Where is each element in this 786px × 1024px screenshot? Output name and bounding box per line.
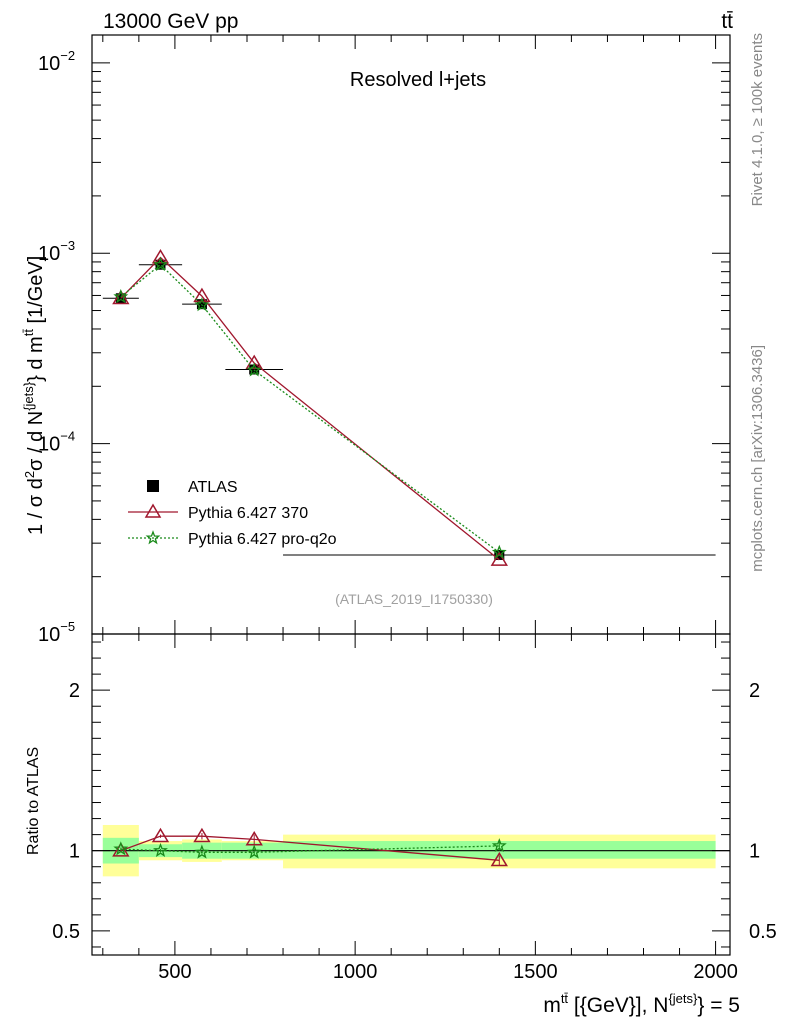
- axis-frames: [91, 34, 731, 956]
- x-tick-label: 1000: [333, 961, 378, 983]
- ratio-pythia-q2o-point-1: [153, 842, 168, 857]
- legend-pythia-q2o-marker: [145, 530, 161, 545]
- main-y-tick-label: 10−2: [38, 48, 75, 75]
- main-y-tick-label: 10−5: [38, 619, 75, 646]
- x-tick-label: 1500: [513, 961, 558, 983]
- energy-label: 13000 GeV pp: [103, 10, 238, 33]
- ratio-y-tick-label: 2: [69, 680, 80, 702]
- legend-atlas-label: ATLAS: [188, 479, 238, 496]
- ratio-y-tick-label-right: 0.5: [749, 921, 777, 943]
- ratio-y-tick-label: 0.5: [52, 921, 80, 943]
- ratio-pythia-q2o-point-2: [194, 844, 210, 859]
- x-axis-title: mtt̄ [{GeV}], N{jets}} = 5: [543, 991, 740, 1017]
- ratio-y-tick-label-right: 2: [749, 680, 760, 702]
- legend-pythia370-marker: [144, 503, 162, 518]
- ratio-pythia-q2o-point-3: [246, 844, 262, 859]
- main-y-tick-label: 10−4: [38, 429, 75, 456]
- pythia370-line: [120, 256, 500, 561]
- uncertainty-bands: [92, 824, 730, 877]
- pythia370-point-2: [193, 287, 211, 303]
- atlas-point-1: [155, 259, 166, 270]
- pythia-q2o-point-3: [246, 362, 262, 377]
- ratio-pythia-q2o-point-0: [113, 841, 129, 856]
- x-tick-label: 2000: [693, 961, 738, 983]
- legend-atlas-marker: [147, 480, 159, 492]
- ratio-pythia370-point-4: [490, 851, 508, 867]
- ratio-pythia370-point-2: [193, 827, 211, 843]
- mcplots-label: mcplots.cern.ch [arXiv:1306.3436]: [749, 345, 766, 572]
- pythia-q2o-point-2: [194, 296, 210, 312]
- x-tick-label: 500: [158, 961, 191, 983]
- data-series: [102, 248, 716, 867]
- process-label: tt̄: [721, 10, 733, 33]
- ratio-panel-frame: [91, 633, 731, 956]
- legend-pythia-q2o-label: Pythia 6.427 pro-q2o: [188, 531, 337, 548]
- ratio-y-tick-label: 1: [69, 841, 80, 863]
- ratio-pythia370-point-1: [151, 827, 170, 843]
- ratio-y-tick-label-right: 1: [749, 841, 760, 863]
- pythia370-point-1: [151, 248, 170, 264]
- ratio-pythia370-point-0: [112, 842, 130, 857]
- ratio-pythia-q2o-point-4: [491, 838, 507, 853]
- pythia370-point-3: [245, 354, 263, 370]
- legend-pythia370-label: Pythia 6.427 370: [188, 505, 308, 522]
- ratio-y-axis-title: Ratio to ATLAS: [25, 747, 42, 855]
- rivet-label: Rivet 4.1.0, ≥ 100k events: [749, 33, 766, 206]
- analysis-id: (ATLAS_2019_I1750330): [335, 591, 493, 607]
- axis-ticks: 500 1000 1500 2000 10−2 10−3 10−4 10−5 0.5 0.5 1 1 2…: [38, 35, 777, 983]
- pythia-q2o-point-0: [113, 288, 129, 304]
- pythia-q2o-line: [120, 263, 500, 554]
- plot-title: Resolved l+jets: [350, 69, 486, 91]
- pythia-q2o-point-1: [153, 256, 168, 272]
- atlas-point-3: [249, 364, 260, 375]
- pythia370-point-4: [490, 551, 508, 566]
- pythia-q2o-point-4: [491, 544, 507, 559]
- legend: ATLAS Pythia 6.427 370 Pythia 6.427 pro-…: [128, 479, 337, 548]
- main-y-axis-title: 1 / σ d2σ / d N{jets}} d mtt̄ [1/GeV]: [21, 256, 47, 535]
- main-y-tick-label: 10−3: [38, 238, 75, 265]
